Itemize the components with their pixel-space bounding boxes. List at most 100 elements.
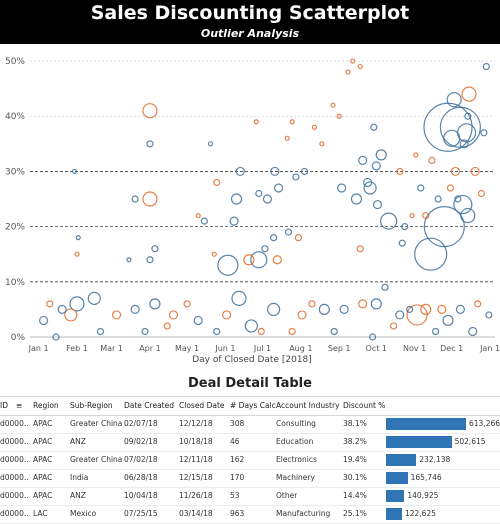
data-point[interactable] [231,290,247,306]
column-header-days-calc[interactable]: # Days Calc [230,401,276,410]
data-point[interactable] [485,311,493,319]
data-point[interactable] [289,119,295,125]
data-point[interactable] [428,156,436,164]
column-header-account-industry[interactable]: Account Industry [276,401,340,410]
column-header-discount[interactable]: Discount % [343,401,386,410]
data-point[interactable] [46,300,54,308]
data-point[interactable] [257,327,265,336]
data-point[interactable] [87,291,101,305]
data-point[interactable] [69,296,85,312]
data-point[interactable] [372,199,383,210]
data-point[interactable] [461,86,477,102]
data-point[interactable] [432,327,440,336]
data-point[interactable] [406,304,428,326]
data-point[interactable] [370,298,382,310]
data-point[interactable] [357,63,363,70]
data-point[interactable] [168,310,179,320]
data-point[interactable] [235,166,245,177]
data-point[interactable] [111,310,122,320]
data-point[interactable] [395,310,405,320]
data-point[interactable] [396,167,404,176]
data-point[interactable] [250,251,268,269]
data-point[interactable] [330,327,338,336]
data-point[interactable] [337,183,347,193]
data-point[interactable] [229,216,239,226]
data-point[interactable] [243,254,255,266]
data-point[interactable] [222,310,232,320]
data-point[interactable] [292,173,300,181]
data-point[interactable] [131,195,139,203]
data-point[interactable] [284,228,293,236]
data-point[interactable] [284,135,290,141]
data-point[interactable] [71,168,78,175]
data-point[interactable] [270,166,280,177]
data-point[interactable] [149,298,161,310]
table-row[interactable]: d0000.. APAC Greater China 02/07/18 12/12/18… [0,416,500,434]
data-point[interactable] [146,140,154,148]
data-point[interactable] [297,310,307,320]
table-row[interactable]: d0000.. APAC India 06/28/18 12/15/18 170 Machi… [0,470,500,488]
data-point[interactable] [422,211,430,220]
table-row[interactable]: d0000.. APAC ANZ 09/02/18 10/18/18 46 Educatio… [0,434,500,452]
data-point[interactable] [417,184,425,192]
data-point[interactable] [434,195,442,203]
data-point[interactable] [414,237,448,271]
data-point[interactable] [261,245,269,253]
table-row[interactable]: d0000.. APAC ANZ 10/04/18 11/26/18 53 Other 14.… [0,488,500,506]
data-point[interactable] [482,62,490,71]
data-point[interactable] [345,69,351,75]
data-point[interactable] [375,149,387,161]
data-point[interactable] [389,322,398,330]
data-point[interactable] [207,141,214,147]
data-point[interactable] [163,322,171,330]
data-point[interactable] [141,327,149,336]
data-point[interactable] [442,314,454,327]
data-point[interactable] [474,300,482,308]
data-point[interactable] [126,257,132,263]
data-point[interactable] [39,315,49,326]
data-point[interactable] [406,305,414,314]
data-point[interactable] [454,195,462,203]
data-point[interactable] [356,245,364,253]
data-point[interactable] [409,212,415,219]
data-point[interactable] [211,251,217,257]
data-point[interactable] [363,181,377,195]
column-header-date-created[interactable]: Date Created [124,401,174,410]
data-point[interactable] [213,327,221,336]
data-point[interactable] [142,191,158,207]
data-point[interactable] [193,315,203,326]
data-point[interactable] [368,333,377,341]
data-point[interactable] [358,155,368,165]
data-point[interactable] [96,327,105,336]
data-point[interactable] [468,326,478,337]
sort-icon[interactable]: ≡ [16,401,23,410]
data-point[interactable] [423,102,473,152]
data-point[interactable] [288,327,296,336]
data-point[interactable] [52,333,60,341]
data-point[interactable] [446,92,462,108]
data-point[interactable] [330,102,336,108]
data-point[interactable] [371,161,381,171]
data-point[interactable] [74,251,80,257]
data-point[interactable] [213,178,221,187]
data-point[interactable] [311,124,318,130]
data-point[interactable] [401,223,409,231]
data-point[interactable] [413,152,419,158]
data-point[interactable] [272,255,282,265]
data-point[interactable] [398,239,406,247]
data-point[interactable] [300,167,309,176]
data-point[interactable] [253,119,259,125]
data-point[interactable] [370,123,378,131]
data-point[interactable] [459,139,469,149]
data-point[interactable] [477,189,485,198]
data-point[interactable] [358,299,368,309]
data-point[interactable] [380,212,398,230]
data-point[interactable] [350,193,363,205]
data-point[interactable] [130,304,140,315]
data-point[interactable] [308,300,316,308]
data-point[interactable] [64,308,78,322]
data-point[interactable] [439,106,481,148]
data-point[interactable] [142,103,158,119]
data-point[interactable] [270,234,278,242]
data-point[interactable] [183,300,191,308]
